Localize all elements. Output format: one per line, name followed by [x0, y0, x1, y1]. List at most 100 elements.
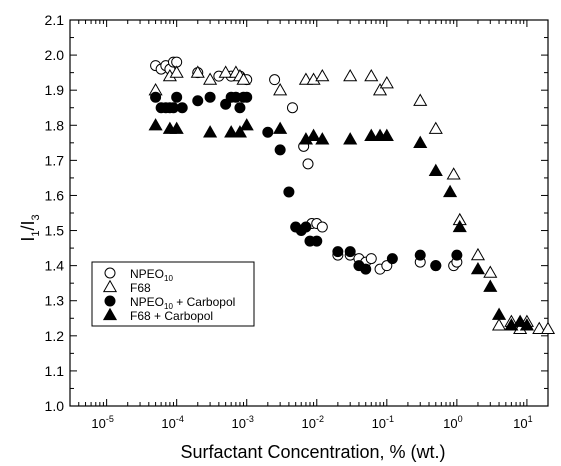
data-point: [224, 125, 239, 138]
legend-label-sub: 10: [164, 302, 173, 311]
legend-label-suffix: + Carbopol: [173, 295, 235, 309]
data-point: [232, 125, 247, 138]
x-tick-label: 10-2: [302, 414, 324, 431]
data-point: [446, 167, 461, 180]
x-tick-label: 10-3: [231, 414, 253, 431]
data-point: [443, 184, 458, 198]
data-point: [360, 263, 372, 275]
data-point: [302, 158, 314, 170]
x-tick-exponent: 1: [528, 414, 533, 424]
data-point: [428, 163, 443, 177]
data-point: [470, 261, 486, 275]
y-axis-label-main: I: [18, 237, 38, 242]
y-tick-label: 1.7: [45, 152, 65, 168]
data-point: [540, 321, 556, 334]
series-3: [148, 118, 534, 331]
x-tick-exponent: -3: [246, 414, 254, 424]
x-tick-label: 10-1: [372, 414, 394, 431]
x-tick-label: 101: [513, 414, 532, 431]
data-point: [379, 128, 394, 141]
x-tick-label: 100: [443, 414, 462, 431]
legend-label-suffix: + Carbopol: [151, 309, 213, 323]
data-point: [413, 93, 428, 106]
x-tick-exponent: -2: [316, 414, 324, 424]
data-point: [344, 246, 356, 258]
x-tick-base: 10: [161, 416, 175, 431]
y-tick-label: 1.4: [45, 258, 65, 274]
data-point: [306, 128, 321, 141]
y-tick-label: 1.9: [45, 82, 65, 98]
data-point: [148, 118, 163, 131]
data-point: [343, 132, 358, 145]
x-tick-base: 10: [302, 416, 316, 431]
data-point: [262, 126, 274, 138]
y-tick-label: 1.5: [45, 223, 65, 239]
y-tick-label: 1.6: [45, 187, 65, 203]
data-point: [379, 75, 394, 89]
data-point: [372, 82, 388, 96]
data-point: [332, 246, 344, 258]
x-tick-label: 10-5: [91, 414, 113, 431]
x-tick-exponent: 0: [458, 414, 463, 424]
data-point: [171, 91, 183, 103]
data-point: [519, 318, 534, 331]
data-point: [428, 121, 443, 134]
data-point: [483, 265, 498, 278]
legend-label: F68 + Carbopol: [130, 309, 213, 323]
series-1: [148, 65, 556, 334]
data-point: [239, 118, 254, 131]
data-point: [343, 68, 358, 82]
data-point: [169, 65, 184, 78]
data-point: [513, 314, 528, 327]
x-axis-label: Surfactant Concentration, % (wt.): [180, 442, 445, 462]
legend-label-sub: 10: [164, 274, 173, 283]
y-tick-label: 2.1: [45, 12, 65, 28]
x-tick-base: 10: [372, 416, 386, 431]
legend-marker: [102, 307, 118, 321]
data-point: [218, 65, 233, 78]
data-point: [364, 128, 379, 141]
legend-label-name: F68: [130, 309, 151, 323]
data-point: [274, 144, 286, 156]
data-point: [269, 74, 281, 86]
data-point: [300, 221, 312, 233]
legend-box: [91, 261, 255, 327]
data-point: [413, 135, 428, 148]
data-point: [190, 65, 205, 78]
data-point: [273, 82, 288, 96]
y-tick-label: 1.2: [45, 328, 65, 344]
legend-label: NPEO10: [130, 267, 173, 283]
data-point: [316, 221, 328, 233]
data-point: [470, 247, 486, 261]
data-point: [150, 91, 162, 103]
x-tick-base: 10: [513, 416, 527, 431]
data-point: [236, 72, 251, 85]
data-point: [203, 125, 218, 138]
data-point: [283, 186, 295, 198]
x-axis-ticks: 10-5 10-4 10-3 10-2 10-1 100 101: [69, 20, 549, 431]
data-point: [430, 260, 442, 272]
series-2: [150, 91, 463, 275]
data-point: [311, 235, 323, 247]
data-point: [315, 132, 330, 145]
x-tick-base: 10: [91, 416, 105, 431]
y-tick-label: 1.8: [45, 117, 65, 133]
data-point: [176, 102, 188, 114]
y-tick-label: 2.0: [45, 47, 65, 63]
x-tick-base: 10: [443, 416, 457, 431]
x-tick-exponent: -1: [386, 414, 394, 424]
legend-label-name: F68: [130, 281, 151, 295]
x-tick-label: 10-4: [161, 414, 183, 431]
x-tick-exponent: -4: [176, 414, 184, 424]
data-point: [192, 95, 204, 107]
y-axis-ticks: 1.0 1.1 1.2 1.3 1.4 1.5 1.6 1.7 1.8 1.9 2.0 2.1: [45, 12, 548, 414]
data-point: [241, 91, 253, 103]
data-point: [203, 72, 218, 85]
data-point: [414, 249, 426, 261]
x-tick-exponent: -5: [106, 414, 114, 424]
data-point: [483, 279, 498, 292]
data-point: [234, 102, 246, 114]
legend-label-name: NPEO: [130, 295, 164, 309]
